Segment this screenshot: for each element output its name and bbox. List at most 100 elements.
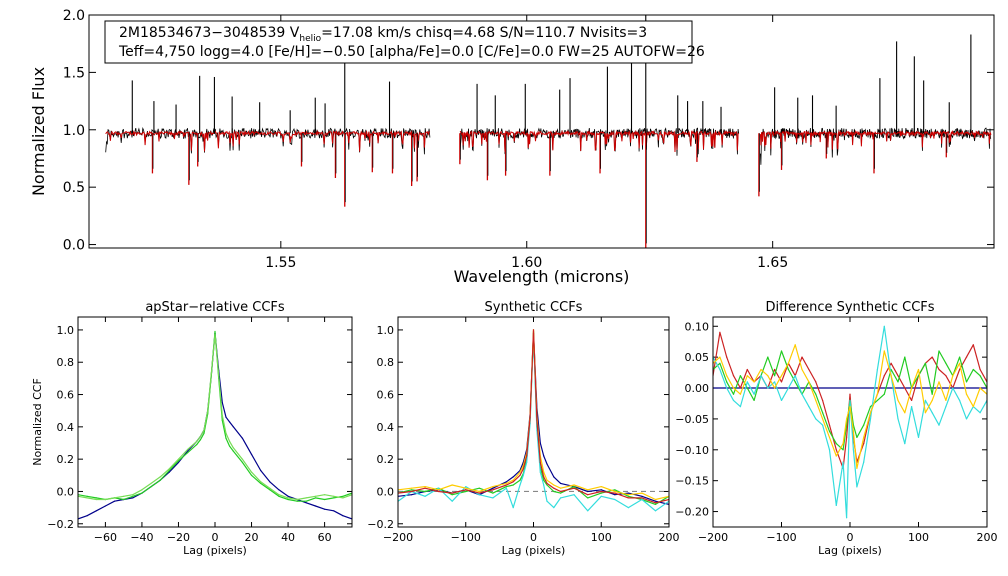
ccf-point-diff-orange — [979, 387, 981, 389]
ccf-point-diff-red — [746, 368, 748, 371]
ccf-point-diff-green — [876, 399, 879, 401]
ccf-point-diff-red — [972, 344, 974, 346]
ccf-point-ccf-3 — [229, 440, 231, 442]
ccf-series-ccf-1 — [78, 332, 352, 520]
ccf-point-diff-green — [835, 443, 837, 445]
ccf-point-ccf-orange — [573, 484, 575, 486]
ccf-point-ccf-3 — [86, 497, 88, 499]
ccf-point-ccf-1 — [342, 515, 344, 517]
ccf-point-diff-cyan — [945, 406, 947, 408]
ccf-point-diff-green — [917, 375, 920, 377]
ccf-point-ccf-1 — [250, 453, 253, 455]
ccf-point-diff-orange — [897, 399, 899, 401]
ccf-point-ccf-cyan — [546, 500, 548, 502]
ccf-point-ccf-red — [519, 474, 521, 476]
ccf-point-ccf-orange — [614, 490, 616, 493]
ccf-point-ccf-red — [451, 492, 453, 494]
ccf-point-diff-green — [924, 362, 927, 364]
ccf-point-diff-orange — [917, 368, 920, 371]
info-line-1: 2M18534673−3048539 Vhelio=17.08 km/s chi… — [119, 25, 647, 44]
ccf-point-diff-cyan — [856, 486, 858, 488]
ccf-point-ccf-1 — [314, 505, 317, 507]
ccf-point-ccf-red — [532, 329, 535, 331]
ccf-point-ccf-3 — [150, 482, 152, 484]
ccf-point-ccf-cyan — [543, 484, 545, 486]
ccf-point-ccf-2 — [196, 444, 198, 446]
ccf-point-ccf-1 — [187, 450, 189, 452]
ccf-point-ccf-cyan — [451, 500, 453, 502]
ccf-point-diff-green — [965, 381, 968, 383]
ccf-point-diff-cyan — [753, 393, 755, 395]
ccf-point-ccf-green — [451, 494, 453, 496]
ccf-point-ccf-green — [519, 479, 521, 481]
ccf-point-ccf-red — [478, 492, 480, 494]
ccf-point-diff-orange — [852, 430, 855, 432]
ccf-point-ccf-orange — [424, 486, 426, 488]
x-tick-label: 1.60 — [511, 255, 542, 271]
ccf-point-ccf-2 — [324, 498, 326, 501]
ccf-point-diff-orange — [911, 387, 913, 389]
y-tick-label: 1.0 — [57, 324, 75, 337]
ccf-point-ccf-2 — [229, 445, 231, 447]
ccf-point-diff-green — [746, 387, 748, 389]
x-tick-label: 100 — [908, 531, 929, 544]
y-tick-label: 2.0 — [63, 8, 85, 24]
ccf-point-ccf-blue — [614, 494, 616, 496]
ccf-point-diff-orange — [808, 381, 810, 383]
ccf-point-diff-cyan — [863, 461, 865, 463]
ccf-point-ccf-1 — [229, 421, 231, 423]
ccf-point-ccf-green — [411, 489, 413, 491]
ccf-point-ccf-blue — [553, 476, 555, 478]
ccf-series-diff-cyan — [713, 325, 987, 519]
ccf-point-ccf-blue — [627, 492, 630, 494]
ccf-point-ccf-3 — [269, 487, 271, 489]
ccf-point-ccf-3 — [210, 372, 212, 375]
ccf-point-ccf-3 — [314, 495, 317, 497]
ccf-point-ccf-3 — [123, 495, 125, 497]
ccf-point-diff-red — [959, 368, 961, 371]
ccf-point-ccf-cyan — [526, 461, 528, 463]
ccf-point-diff-red — [863, 443, 865, 445]
x-tick-label: −20 — [167, 531, 190, 544]
ccf-point-ccf-cyan — [438, 487, 440, 489]
ccf-point-ccf-green — [654, 503, 657, 505]
ccf-point-diff-green — [815, 393, 817, 395]
ccf-point-ccf-3 — [296, 498, 298, 501]
ccf-point-diff-orange — [869, 412, 872, 414]
panel-title: Difference Synthetic CCFs — [765, 300, 934, 315]
ccf-point-diff-green — [856, 436, 858, 438]
ccf-point-diff-orange — [863, 436, 865, 438]
ccf-point-diff-orange — [739, 393, 742, 395]
ccf-point-diff-orange — [883, 350, 885, 352]
ccf-point-diff-green — [794, 381, 796, 383]
ccf-point-ccf-3 — [214, 334, 216, 336]
ccf-point-ccf-green — [573, 486, 575, 488]
ccf-point-diff-green — [945, 362, 947, 364]
ccf-point-ccf-orange — [478, 490, 480, 493]
ccf-point-ccf-orange — [451, 484, 453, 486]
ccf-point-diff-green — [726, 381, 728, 383]
ccf-point-diff-green — [780, 350, 783, 352]
ccf-point-ccf-blue — [505, 481, 507, 483]
ccf-point-diff-red — [815, 381, 817, 383]
ccf-point-ccf-2 — [203, 432, 205, 434]
synthetic_ccf-panel: −200 −100 0 100 200 −0.2 0.0 0.2 0.4 0.6 0.8 1.0 Syn… — [367, 300, 679, 557]
ccf-point-ccf-2 — [150, 486, 152, 488]
ccf-point-diff-cyan — [952, 387, 954, 389]
y-axis-label: Normalized Flux — [29, 67, 48, 196]
ccf-point-ccf-red — [573, 487, 575, 489]
ccf-point-ccf-2 — [232, 450, 234, 452]
ccf-point-ccf-orange — [546, 479, 548, 481]
y-tick-label: −0.15 — [675, 475, 709, 488]
ccf-point-ccf-cyan — [641, 498, 643, 501]
info-line-2: Teff=4,750 logg=4.0 [Fe/H]=−0.50 [alpha/… — [118, 44, 705, 60]
ccf-point-ccf-2 — [250, 474, 253, 476]
ccf-point-diff-green — [842, 449, 844, 451]
y-tick-label: 1.0 — [377, 324, 395, 337]
ccf-point-diff-orange — [904, 412, 906, 414]
spectrum-model-chip — [759, 129, 992, 150]
ccf-point-diff-cyan — [822, 424, 824, 426]
ccf-point-ccf-3 — [342, 497, 344, 499]
ccf-point-ccf-3 — [232, 447, 234, 449]
ccf-point-ccf-green — [587, 497, 589, 499]
